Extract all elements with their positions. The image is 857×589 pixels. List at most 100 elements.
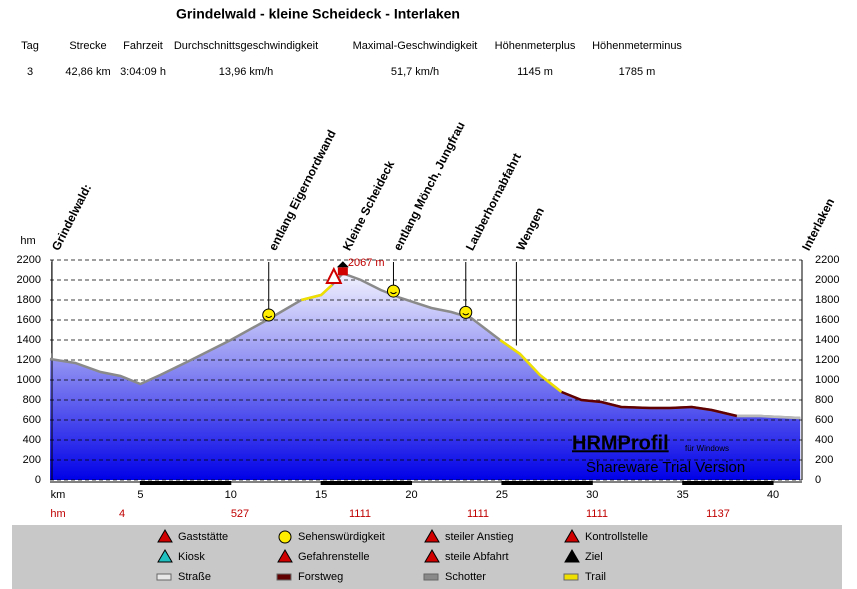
x-tick-label: 20: [405, 489, 417, 501]
legend-swatch: [277, 549, 293, 563]
legend-label: Kiosk: [178, 551, 205, 563]
stat-value: 3: [27, 66, 33, 78]
legend-label: Straße: [178, 571, 211, 583]
stat-header: Tag: [21, 40, 39, 52]
waypoint-label: entlang Mönch, Jungfrau: [390, 119, 467, 252]
legend-swatch: [424, 529, 440, 543]
stat-header: Fahrzeit: [123, 40, 163, 52]
poi-icon: [462, 312, 470, 316]
hm-value: 1111: [349, 508, 371, 520]
danger-icon: [325, 266, 343, 285]
waypoint-label: entlang Eigernordwand: [266, 128, 339, 253]
stat-header: Durchschnittsgeschwindigkeit: [174, 40, 318, 52]
poi-icon: [262, 308, 276, 322]
legend-label: steile Abfahrt: [445, 551, 509, 563]
x-tick-label: 25: [496, 489, 508, 501]
surface-segment: [300, 284, 333, 302]
hm-value: 527: [231, 508, 249, 520]
legend-swatch: [276, 573, 292, 581]
stat-value: 42,86 km: [65, 66, 110, 78]
stat-value: 3:04:09 h: [120, 66, 166, 78]
legend-label: Kontrollstelle: [585, 531, 648, 543]
legend-swatch: [157, 549, 173, 563]
chart-title: Grindelwald - kleine Scheideck - Interla…: [176, 6, 460, 22]
watermark: für Windows: [685, 444, 729, 453]
legend-swatch: [157, 529, 173, 543]
poi-icon: [265, 315, 273, 318]
legend-label: Forstweg: [298, 571, 343, 583]
waypoint-label: Lauberhornabfahrt: [463, 151, 524, 253]
watermark: Shareware Trial Version: [586, 459, 745, 476]
watermark: HRMProfil: [572, 432, 669, 454]
x-tick-label: 40: [767, 489, 779, 501]
poi-icon: [459, 305, 473, 319]
legend-swatch: [564, 549, 580, 563]
stat-value: 13,96 km/h: [219, 66, 273, 78]
area-fill: [50, 273, 801, 480]
y2-tick-label: 600: [815, 414, 833, 426]
legend-label: steiler Anstieg: [445, 531, 513, 543]
stat-header: Höhenmeterminus: [592, 40, 682, 52]
y2-tick-label: 400: [815, 434, 833, 446]
legend-swatch: [563, 573, 579, 581]
legend-label: Sehenswürdigkeit: [298, 531, 385, 543]
surface-segment: [561, 390, 738, 418]
y-tick-label: 2200: [17, 254, 41, 266]
x-axis-label: km: [51, 489, 66, 501]
legend-swatch: [424, 549, 440, 563]
y2-tick-label: 1000: [815, 374, 839, 386]
scale-bar: [140, 481, 231, 485]
legend-label: Gaststätte: [178, 531, 228, 543]
peak-label: 2067 m: [348, 257, 385, 269]
x-tick-label: 35: [677, 489, 689, 501]
y-tick-label: 400: [23, 434, 41, 446]
y-tick-label: 1200: [17, 354, 41, 366]
y2-tick-label: 1600: [815, 314, 839, 326]
x-tick-label: 10: [225, 489, 237, 501]
x-tick-label: 5: [137, 489, 143, 501]
stat-value: 1145 m: [517, 66, 553, 78]
y-tick-label: 0: [35, 474, 41, 486]
y-tick-label: 200: [23, 454, 41, 466]
surface-segment: [499, 338, 563, 393]
hut-icon: [337, 267, 348, 276]
surface-segment: [736, 414, 801, 420]
hm-value: 4: [119, 508, 125, 520]
legend-label: Ziel: [585, 551, 603, 563]
scale-bar: [321, 481, 412, 485]
stat-header: Höhenmeterplus: [495, 40, 576, 52]
waypoint-label: Grindelwald:: [49, 182, 94, 253]
y2-tick-label: 2000: [815, 274, 839, 286]
y-tick-label: 2000: [17, 274, 41, 286]
legend-swatch: [564, 529, 580, 543]
hm-value: 1111: [467, 508, 489, 520]
legend-label: Schotter: [445, 571, 486, 583]
waypoint-label: Wengen: [513, 205, 547, 253]
y2-tick-label: 0: [815, 474, 821, 486]
hut-icon: [336, 261, 349, 268]
y-tick-label: 1600: [17, 314, 41, 326]
poi-icon: [386, 284, 400, 298]
legend-swatch: [156, 573, 172, 581]
waypoint-label: Interlaken: [799, 196, 837, 253]
legend-swatch: [278, 530, 292, 544]
y2-tick-label: 1800: [815, 294, 839, 306]
hm-row-label: hm: [50, 508, 65, 520]
legend-label: Trail: [585, 571, 606, 583]
y-tick-label: 600: [23, 414, 41, 426]
scale-bar: [682, 481, 774, 485]
hm-value: 1111: [586, 508, 608, 520]
y2-tick-label: 1400: [815, 334, 839, 346]
y2-tick-label: 1200: [815, 354, 839, 366]
y-axis-label: hm: [20, 235, 35, 247]
hm-value: 1137: [706, 508, 730, 520]
stat-value: 1785 m: [619, 66, 656, 78]
poi-icon: [390, 291, 397, 295]
y-tick-label: 1400: [17, 334, 41, 346]
y-tick-label: 1000: [17, 374, 41, 386]
y-tick-label: 800: [23, 394, 41, 406]
y2-tick-label: 2200: [815, 254, 839, 266]
x-tick-label: 30: [586, 489, 598, 501]
stat-value: 51,7 km/h: [391, 66, 439, 78]
